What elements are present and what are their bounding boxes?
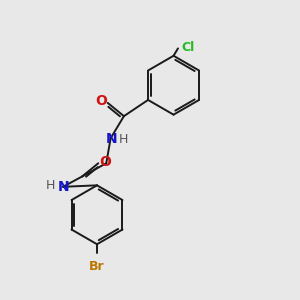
Text: H: H xyxy=(118,133,128,146)
Text: Cl: Cl xyxy=(181,41,194,54)
Text: N: N xyxy=(58,180,69,194)
Text: O: O xyxy=(95,94,107,108)
Text: Br: Br xyxy=(89,260,105,273)
Text: O: O xyxy=(99,155,111,169)
Text: N: N xyxy=(105,132,117,146)
Text: H: H xyxy=(46,179,55,192)
